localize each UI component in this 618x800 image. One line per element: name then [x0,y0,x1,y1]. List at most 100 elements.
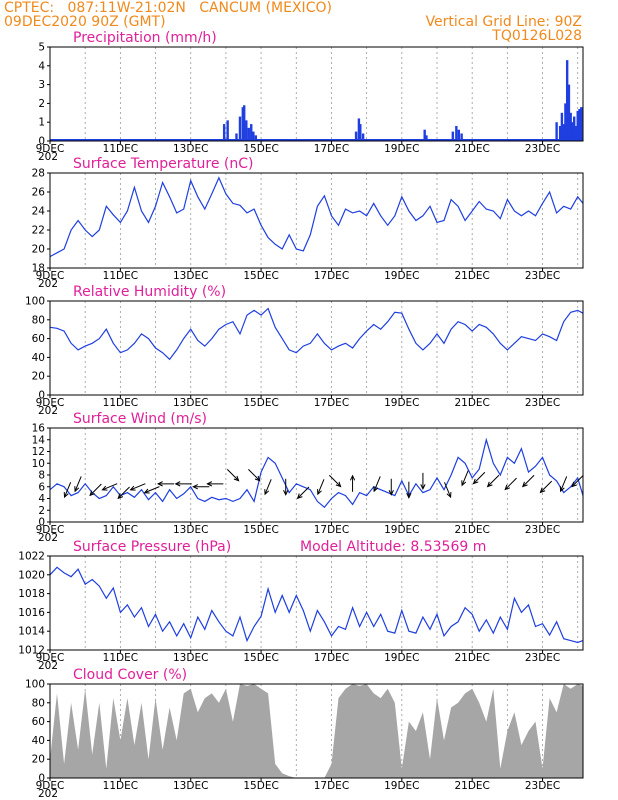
x-tick-label: 17DEC [314,652,349,664]
wind-arrow-shaft [571,474,584,487]
y-tick-label: 1016 [18,607,45,619]
precip-bar [567,84,571,141]
x-tick-label: 19DEC [384,524,419,536]
x-tick-label: 21DEC [454,524,489,536]
wind-arrow [101,483,118,491]
wind-arrow [143,486,160,494]
precip-bar [571,122,574,141]
wind-arrow-head [420,484,426,491]
y-tick-label: 100 [25,679,45,691]
wind-arrow-shaft [64,482,72,498]
y-tick-label: 26 [32,187,46,199]
precip-bar [226,120,229,141]
wind-arrow-head [129,485,136,491]
y-tick-label: 0 [38,390,45,402]
precip-bar [423,129,426,141]
wind-arrow-head [143,488,150,494]
y-tick-label: 1018 [18,588,45,600]
series-line [49,566,584,644]
precip-bar [241,107,244,141]
y-tick-label: 1012 [18,645,45,657]
panel-title: Surface Temperature (nC) [73,156,254,172]
precip-bar [558,125,562,141]
x-tick-label: 13DEC [173,143,208,155]
wind-arrow-shaft [504,477,517,490]
precip-bar [457,129,461,141]
x-tick-label: 15DEC [243,652,278,664]
panel-frame [49,555,584,651]
x-tick-label: 17DEC [314,780,349,792]
series-line [49,437,584,509]
wind-arrow-head [539,487,546,494]
y-tick-label: 80 [32,314,45,326]
x-tick-label: 23DEC [525,780,560,792]
wind-arrow-shaft [487,474,500,487]
wind-arrow-head [233,475,240,482]
wind-arrow-head [571,481,577,488]
wind-arrow-head [192,484,199,490]
y-tick-label: 1020 [18,569,45,581]
wind-arrow [174,481,192,487]
wind-arrow-shaft [540,480,553,493]
x-tick-label: 21DEC [454,397,489,409]
header-model-code: TQ0126L028 [492,28,582,44]
wind-arrow-head [89,490,95,497]
x-tick-label: 11DEC [103,780,138,792]
wind-arrow [117,486,130,500]
panel-frame [49,172,584,269]
precip-bar [252,131,255,141]
precip-bar [562,124,565,141]
x-tick-label: 9DEC [36,397,65,409]
x-tick-label: 13DEC [173,270,208,282]
y-tick-label: 12 [32,446,45,458]
y-tick-label: 28 [32,168,45,180]
wind-arrow-head [206,481,213,487]
y-tick-label: 24 [32,206,46,218]
x-tick-label: 15DEC [243,524,278,536]
wind-arrow-head [461,480,467,487]
wind-arrow-shaft [89,483,102,496]
year-label: 202 [38,788,58,800]
y-tick-label: 100 [25,296,45,308]
wind-arrow [504,477,517,491]
wind-arrow [373,476,381,493]
x-tick-label: 21DEC [454,652,489,664]
precip-bar [238,116,242,141]
y-tick-label: 40 [32,735,45,747]
wind-arrow [156,481,175,487]
y-tick-label: 18 [32,263,45,275]
wind-arrow [63,482,72,499]
x-tick-label: 21DEC [454,143,489,155]
wind-arrow-head [296,493,303,500]
panel-1: 0 1 2 3 4 5 9DEC 11DEC 13DEC 15DEC 17DEC 19DEC 21DEC… [36,30,584,163]
precip-bar [578,109,581,141]
wind-arrow [486,474,500,488]
wind-arrow [317,479,325,496]
panel-title: Surface Wind (m/s) [73,411,207,427]
wind-arrow-head [74,486,80,493]
wind-arrow [406,481,412,499]
x-tick-label: 23DEC [525,397,560,409]
wind-arrow-head [446,492,452,499]
panel-frame [49,427,584,523]
y-tick-label: 4 [38,493,45,505]
precip-bar [580,107,583,141]
wind-arrow-head [174,481,181,487]
y-tick-label: 60 [32,333,45,345]
x-tick-label: 19DEC [384,143,419,155]
wind-arrow-shaft [373,476,381,492]
precip-bar [565,60,569,141]
panel-5: 1012 1014 1016 1018 1020 1022 9DEC 11DEC 13DEC 15… [18,539,584,672]
x-tick-label: 19DEC [384,652,419,664]
x-tick-label: 11DEC [103,524,138,536]
x-tick-label: 11DEC [103,270,138,282]
wind-arrow-shaft [226,468,239,482]
x-tick-label: 11DEC [103,143,138,155]
year-label: 202 [38,660,58,672]
panel-title: Surface Pressure (hPa) [73,539,231,555]
wind-arrow-head [349,474,356,481]
precip-bar [243,105,246,141]
wind-arrow-shaft [522,474,535,487]
wind-arrow-shaft [444,482,452,498]
